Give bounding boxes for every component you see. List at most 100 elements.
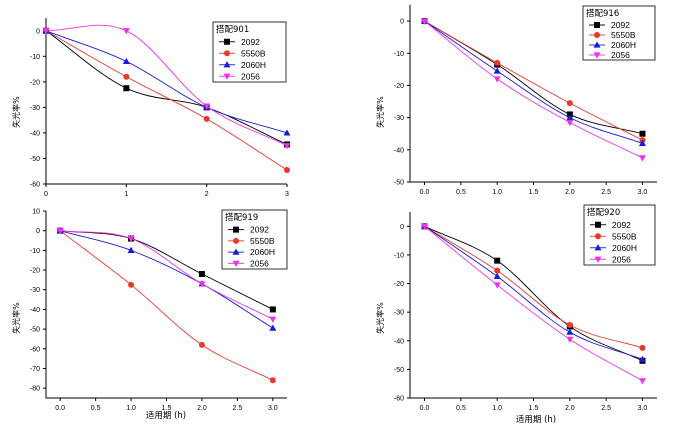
y-tick-label: -30 — [30, 105, 40, 112]
y-tick-label: -40 — [30, 130, 40, 137]
legend-marker-5550B — [595, 233, 601, 240]
y-tick-label: -70 — [30, 366, 40, 373]
data-point-2056 — [198, 281, 206, 288]
data-point-2060H — [566, 114, 574, 121]
legend-label-2056: 2056 — [612, 254, 631, 264]
data-point-2060H — [493, 272, 501, 279]
series-line-2060H — [424, 20, 643, 144]
x-tick-label: 1.5 — [529, 189, 539, 196]
data-point-2056 — [566, 119, 574, 127]
legend-marker-2060H — [593, 41, 601, 48]
data-point-2056 — [269, 316, 277, 323]
x-tick-label: 0.5 — [456, 405, 466, 412]
data-point-5550B — [566, 322, 573, 329]
series-line-2092 — [424, 225, 643, 362]
legend-label-2092: 2092 — [250, 225, 269, 235]
legend-marker-2060H — [594, 244, 602, 251]
legend-marker-2092 — [594, 22, 600, 28]
legend-marker-2060H — [232, 248, 240, 255]
series-line-5550B — [424, 20, 643, 141]
series-2060H — [421, 17, 646, 146]
data-point-5550B — [639, 344, 646, 351]
y-tick-label: 0 — [400, 19, 404, 26]
series-2060H — [421, 222, 646, 362]
y-tick-label: -30 — [30, 287, 40, 294]
series-line-2060H — [424, 225, 643, 360]
x-tick-label: 3.0 — [638, 405, 648, 412]
series-line-2060H — [45, 30, 288, 134]
data-point-2092 — [198, 270, 205, 277]
data-point-2060H — [566, 328, 574, 335]
data-point-2092 — [269, 306, 276, 313]
legend-title: 搭配920 — [587, 207, 620, 218]
x-tick-label: 2.5 — [233, 405, 243, 412]
series-line-2092 — [60, 230, 274, 310]
legend-marker-2092 — [233, 226, 239, 233]
legend-label-2056: 2056 — [611, 50, 630, 60]
x-tick-label: 0 — [44, 191, 48, 198]
y-tick-label: 10 — [32, 209, 40, 216]
series-2056 — [56, 228, 277, 323]
legend-marker-2092 — [595, 221, 601, 228]
data-point-2092 — [494, 257, 501, 264]
x-tick-label: 0.0 — [55, 405, 65, 412]
data-point-2060H — [638, 139, 646, 146]
x-tick-label: 3 — [285, 191, 289, 198]
y-tick-label: -10 — [30, 248, 40, 255]
y-tick-label: 0 — [36, 28, 40, 35]
x-axis-label: 适用期 (h) — [516, 414, 556, 425]
series-line-2056 — [424, 20, 643, 159]
data-point-2056 — [421, 223, 429, 230]
y-axis-label: 失光率% — [11, 302, 21, 334]
y-tick-label: -30 — [394, 310, 404, 317]
x-tick-label: 1 — [124, 191, 128, 198]
data-point-2060H — [638, 355, 646, 362]
legend-label-2056: 2056 — [250, 258, 269, 268]
y-tick-label: -20 — [30, 79, 40, 86]
data-point-2060H — [283, 129, 291, 136]
x-tick-label: 3.0 — [268, 405, 278, 412]
y-tick-label: -50 — [30, 156, 40, 163]
data-point-2056 — [56, 228, 64, 235]
x-tick-label: 0.0 — [420, 189, 430, 196]
x-tick-label: 2.5 — [601, 189, 611, 196]
y-tick-label: -60 — [30, 346, 40, 353]
series-line-2092 — [45, 30, 288, 145]
y-axis-label: 失光率% — [375, 96, 385, 128]
legend-label-2056: 2056 — [241, 71, 260, 81]
y-tick-label: -50 — [30, 327, 40, 334]
legend-marker-2092 — [224, 38, 230, 45]
legend-marker-2060H — [223, 61, 231, 68]
y-tick-label: -60 — [30, 182, 40, 189]
y-tick-label: -60 — [394, 396, 404, 403]
legend-title: 搭配919 — [225, 212, 258, 223]
x-tick-label: 1.0 — [492, 405, 502, 412]
data-point-2056 — [127, 235, 135, 243]
x-tick-label: 1.0 — [492, 189, 502, 196]
legend-marker-5550B — [224, 50, 230, 57]
y-axis-label: 失光率% — [11, 96, 21, 128]
legend-label-2060H: 2060H — [612, 243, 637, 253]
x-tick-label: 0.5 — [91, 405, 101, 412]
data-point-2060H — [493, 67, 501, 74]
y-tick-label: 0 — [36, 228, 40, 235]
y-tick-label: -80 — [30, 386, 40, 393]
y-tick-label: -10 — [394, 252, 404, 259]
y-tick-label: -20 — [394, 83, 404, 90]
legend-marker-2056 — [223, 73, 231, 80]
legend-marker-5550B — [233, 237, 239, 244]
data-point-5550B — [128, 281, 135, 288]
data-point-2056 — [493, 282, 501, 289]
legend-marker-5550B — [594, 32, 600, 38]
series-line-2056 — [424, 225, 643, 382]
y-tick-label: -40 — [394, 147, 404, 154]
series-2056 — [421, 223, 646, 385]
data-point-2056 — [421, 18, 429, 25]
legend-label-5550B: 5550B — [241, 48, 266, 58]
legend-title: 搭配916 — [586, 8, 619, 19]
data-point-2060H — [127, 246, 135, 253]
